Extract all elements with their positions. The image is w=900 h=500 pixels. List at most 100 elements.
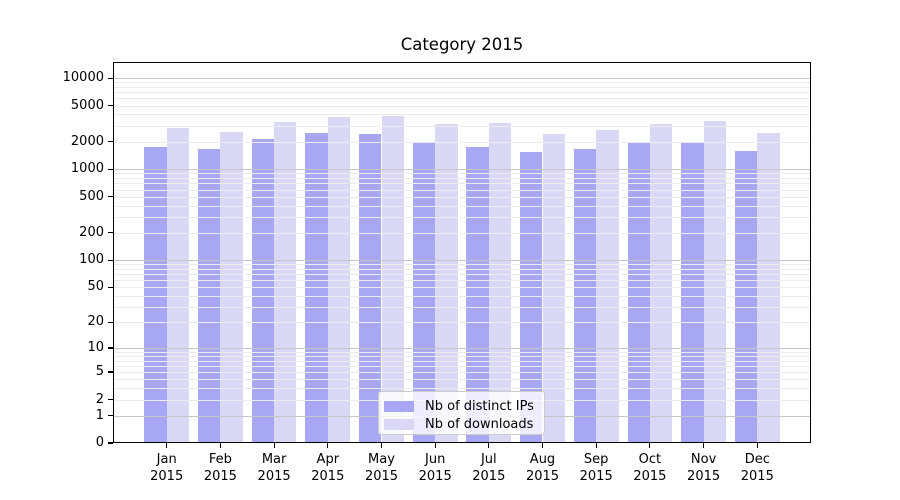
gridline-y-200 — [113, 232, 811, 234]
x-label-month-sep: Sep — [583, 452, 609, 467]
y-tick-label-10000: 10000 — [62, 70, 104, 86]
x-tick-label-may: May 2015 — [350, 451, 414, 485]
x-label-month-apr: Apr — [316, 452, 340, 467]
gridline-y-100 — [113, 260, 811, 262]
y-tick-2000 — [108, 141, 113, 143]
x-tick-mar — [273, 443, 275, 448]
x-tick-aug — [541, 443, 544, 448]
x-label-month-nov: Nov — [690, 452, 717, 467]
y-tick-5 — [108, 371, 113, 373]
x-tick-label-apr: Apr 2015 — [296, 451, 360, 485]
y-tick-20 — [108, 321, 113, 323]
legend-swatch-distinct-ips — [384, 400, 414, 412]
minor-gridline-y-700 — [113, 183, 811, 185]
x-tick-label-sep: Sep 2015 — [564, 451, 628, 485]
x-tick-jul — [488, 443, 490, 448]
bar-ips-jun — [412, 143, 436, 443]
minor-gridline-y-3 — [113, 388, 811, 390]
y-tick-label-2: 2 — [95, 391, 104, 407]
x-label-year-jul: 2015 — [472, 469, 506, 484]
x-label-year-may: 2015 — [364, 469, 399, 484]
minor-gridline-y-800 — [113, 178, 811, 180]
x-label-month-feb: Feb — [208, 452, 232, 467]
minor-gridline-y-40 — [113, 295, 811, 297]
y-tick-10 — [108, 347, 113, 349]
bar-ips-mar — [251, 139, 275, 443]
y-tick-label-500: 500 — [79, 188, 104, 204]
y-tick-1000 — [108, 168, 113, 170]
y-tick-5000 — [108, 104, 113, 107]
gridline-y-1000 — [113, 169, 811, 171]
minor-gridline-y-9000 — [113, 82, 811, 84]
x-label-month-jun: Jun — [425, 452, 446, 467]
legend-swatch-downloads — [384, 418, 414, 430]
bar-downloads-oct — [649, 123, 673, 443]
y-tick-label-2000: 2000 — [70, 133, 104, 149]
bar-ips-aug — [520, 151, 543, 443]
bar-downloads-mar — [274, 121, 297, 443]
gridline-y-10000 — [113, 78, 811, 80]
x-label-month-mar: Mar — [261, 452, 287, 467]
minor-gridline-y-400 — [113, 205, 811, 207]
bar-downloads-sep — [596, 129, 619, 443]
bar-downloads-aug — [542, 133, 565, 443]
bar-downloads-jul — [488, 123, 512, 443]
y-tick-label-20: 20 — [87, 314, 104, 330]
x-tick-label-mar: Mar 2015 — [242, 451, 306, 485]
x-label-year-oct: 2015 — [633, 469, 667, 484]
minor-gridline-y-7000 — [113, 92, 811, 94]
y-tick-label-1000: 1000 — [70, 161, 104, 177]
x-label-year-dec: 2015 — [740, 469, 774, 484]
gridline-y-2000 — [113, 141, 811, 143]
x-tick-label-jan: Jan 2015 — [135, 451, 199, 485]
x-label-month-jul: Jul — [480, 452, 497, 467]
y-tick-1 — [108, 414, 113, 417]
x-label-month-aug: Aug — [529, 452, 556, 467]
x-tick-may — [380, 443, 383, 448]
x-label-month-oct: Oct — [638, 452, 662, 467]
legend-item-distinct-ips: Nb of distinct IPs — [384, 398, 536, 414]
y-tick-500 — [108, 196, 113, 198]
chart-title: Category 2015 — [400, 35, 524, 54]
x-tick-label-dec: Dec 2015 — [725, 451, 789, 485]
x-tick-label-oct: Oct 2015 — [618, 451, 682, 485]
x-tick-label-aug: Aug 2015 — [511, 451, 575, 485]
x-tick-label-nov: Nov 2015 — [672, 451, 736, 485]
y-tick-2 — [108, 398, 113, 401]
minor-gridline-y-8 — [113, 355, 811, 357]
y-tick-label-100: 100 — [79, 252, 104, 268]
minor-gridline-y-300 — [113, 216, 811, 218]
x-label-month-dec: Dec — [744, 452, 770, 467]
x-tick-dec — [756, 443, 758, 448]
legend: Nb of distinct IPs Nb of downloads — [378, 391, 545, 435]
x-tick-oct — [649, 443, 651, 448]
y-tick-label-0: 0 — [95, 435, 104, 450]
y-tick-label-200: 200 — [79, 224, 104, 240]
x-tick-apr — [327, 443, 329, 448]
gridline-y-500 — [113, 196, 811, 198]
y-tick-label-5: 5 — [95, 364, 104, 379]
minor-gridline-y-9 — [113, 351, 811, 353]
y-tick-label-50: 50 — [87, 279, 104, 295]
y-tick-10000 — [108, 77, 113, 79]
x-label-month-jan: Jan — [156, 452, 177, 467]
x-tick-feb — [219, 443, 221, 448]
y-tick-200 — [108, 232, 113, 234]
bar-downloads-jan — [166, 128, 190, 443]
x-tick-label-feb: Feb 2015 — [188, 451, 252, 485]
legend-item-downloads: Nb of downloads — [384, 416, 536, 432]
minor-gridline-y-90 — [113, 264, 811, 266]
gridline-y-50 — [113, 287, 811, 289]
x-tick-sep — [595, 443, 597, 448]
bar-ips-jan — [144, 146, 167, 443]
gridline-y-5000 — [113, 105, 811, 107]
y-tick-0 — [108, 442, 113, 444]
y-tick-100 — [108, 259, 113, 261]
gridline-y-5 — [113, 372, 811, 373]
legend-label-downloads: Nb of downloads — [425, 416, 534, 432]
bar-ips-jul — [466, 146, 489, 443]
minor-gridline-y-3000 — [113, 125, 811, 127]
minor-gridline-y-30 — [113, 306, 811, 308]
minor-gridline-y-4 — [113, 379, 811, 381]
y-tick-label-5000: 5000 — [70, 97, 104, 113]
